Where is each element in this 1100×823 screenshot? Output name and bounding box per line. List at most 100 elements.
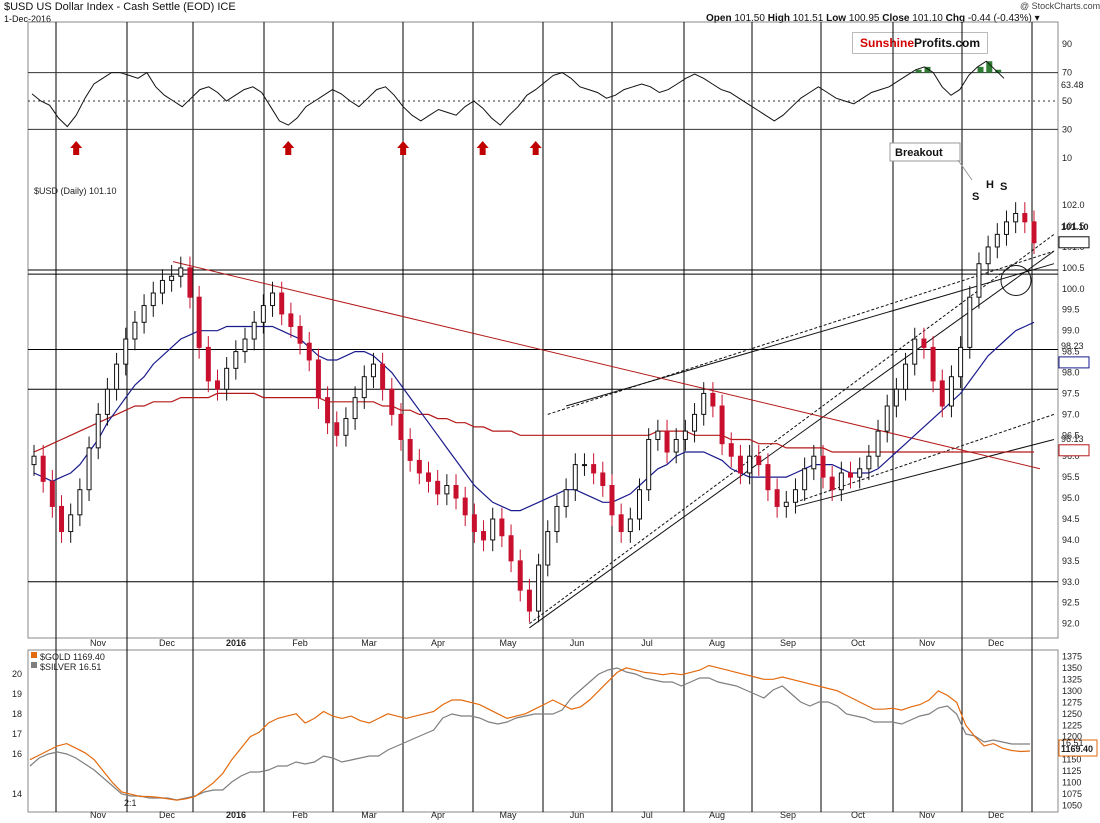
candle-body	[1031, 221, 1037, 244]
usd-tick: 92.5	[1062, 598, 1080, 608]
candle-body	[361, 376, 367, 399]
x-axis-label: Oct	[851, 810, 866, 820]
usd-tick: 102.0	[1062, 200, 1085, 210]
candle-body	[572, 464, 578, 491]
gold-tick: 1275	[1062, 697, 1082, 707]
ma-long-tag-box	[1058, 444, 1090, 457]
usd-tick: 98.0	[1062, 368, 1080, 378]
candle-body	[444, 485, 450, 495]
rsi-tick: 50	[1062, 96, 1072, 106]
rsi-last-value: 63.48	[1061, 80, 1084, 90]
candle-body	[315, 359, 321, 399]
candle-body	[756, 455, 762, 466]
candle-body	[288, 313, 294, 327]
usd-tick: 101.5	[1062, 221, 1085, 231]
close-value: 101.10	[912, 13, 943, 24]
candle-body	[95, 413, 101, 449]
rsi-low-arrow-icon	[282, 141, 295, 155]
ma-short-tag: 98.23	[1061, 341, 1084, 351]
candle-body	[279, 292, 285, 315]
candle-body	[141, 305, 147, 323]
candle-body	[600, 472, 606, 487]
x-axis-label: Nov	[90, 638, 107, 648]
candle-body	[857, 468, 863, 478]
x-axis-label: Dec	[988, 810, 1005, 820]
price-tag-box	[1058, 236, 1090, 249]
x-axis-label: Nov	[90, 810, 107, 820]
candle-body	[499, 518, 505, 537]
candle-body	[233, 351, 239, 369]
gold-tick: 1250	[1062, 709, 1082, 719]
gold-silver-panel: 1050107511001125115011751200122512501275…	[12, 651, 1098, 811]
candle-body	[471, 514, 477, 533]
candle-body	[306, 342, 312, 361]
gold-tick: 1075	[1062, 789, 1082, 799]
x-axis-label: Sep	[780, 810, 796, 820]
gold-tick: 1050	[1062, 801, 1082, 811]
x-axis-label: 2016	[226, 810, 246, 820]
candle-body	[1013, 212, 1019, 223]
gold-tick: 1125	[1062, 766, 1081, 776]
usd-tick: 99.5	[1062, 305, 1080, 315]
gold-tick: 1325	[1062, 674, 1082, 684]
rsi-overbought-fill	[915, 61, 1002, 73]
close-label: Close	[882, 13, 910, 24]
candle-body	[517, 560, 523, 591]
x-axis-label: Jul	[641, 638, 653, 648]
chg-dropdown-icon[interactable]: ▾	[1034, 13, 1040, 24]
candle-body	[994, 233, 1000, 248]
usd-price-panel: 92.092.593.093.594.094.595.095.596.096.5…	[28, 142, 1090, 629]
gold-tick: 1150	[1062, 755, 1081, 765]
candle-body	[77, 489, 83, 516]
high-label: High	[767, 13, 790, 24]
candle-body	[425, 472, 431, 482]
rsi-tick: 30	[1062, 124, 1072, 134]
usd-tick: 96.5	[1062, 430, 1080, 440]
legend-gold-swatch	[31, 652, 37, 658]
trend-channel-line	[529, 234, 1055, 625]
head-shoulders-right-s: S	[1000, 181, 1007, 193]
candle-body	[646, 438, 652, 491]
candle-body	[802, 468, 808, 491]
candle-body	[86, 447, 92, 491]
candle-body	[948, 376, 954, 407]
x-axis-label: Dec	[988, 638, 1005, 648]
candle-body	[104, 388, 110, 415]
silver-last-tag: 16.51	[1061, 738, 1084, 748]
x-axis-label: May	[499, 810, 517, 820]
gold-last-tag: 1169.40	[1061, 744, 1093, 754]
silver-tick: 17	[12, 729, 22, 739]
candle-body	[884, 405, 890, 432]
breakout-callout-pointer	[957, 159, 973, 181]
candle-body	[343, 418, 349, 436]
breakout-annotation: Breakout	[895, 147, 943, 159]
candle-body	[150, 292, 156, 307]
x-axis-label: Feb	[292, 810, 308, 820]
candle-body	[389, 388, 395, 415]
candle-body	[792, 489, 798, 503]
candle-body	[132, 321, 138, 340]
chart-title-text: $USD US Dollar Index - Cash Settle (EOD)…	[4, 1, 236, 13]
candle-body	[205, 346, 211, 382]
candle-body	[536, 564, 542, 612]
candle-body	[334, 422, 340, 436]
candle-body	[224, 367, 230, 390]
rsi-panel: 10 30 50 70 90	[28, 39, 1072, 163]
gold-tick: 1350	[1062, 663, 1082, 673]
candle-body	[783, 501, 789, 507]
chart-title: $USD US Dollar Index - Cash Settle (EOD)…	[4, 1, 236, 13]
candle-body	[728, 443, 734, 457]
moving-average-long-line	[33, 392, 1034, 453]
candle-body	[976, 263, 982, 298]
chg-label: Chg	[945, 13, 966, 24]
low-label: Low	[826, 13, 847, 24]
candle-body	[114, 363, 120, 390]
candle-body	[774, 489, 780, 507]
rsi-low-arrow-icon	[476, 141, 489, 155]
candle-body	[581, 464, 587, 467]
usd-tick: 98.5	[1062, 347, 1080, 357]
candle-body	[655, 430, 661, 440]
candle-body	[123, 338, 129, 365]
usd-tick: 95.0	[1062, 493, 1080, 503]
candle-body	[481, 531, 487, 541]
